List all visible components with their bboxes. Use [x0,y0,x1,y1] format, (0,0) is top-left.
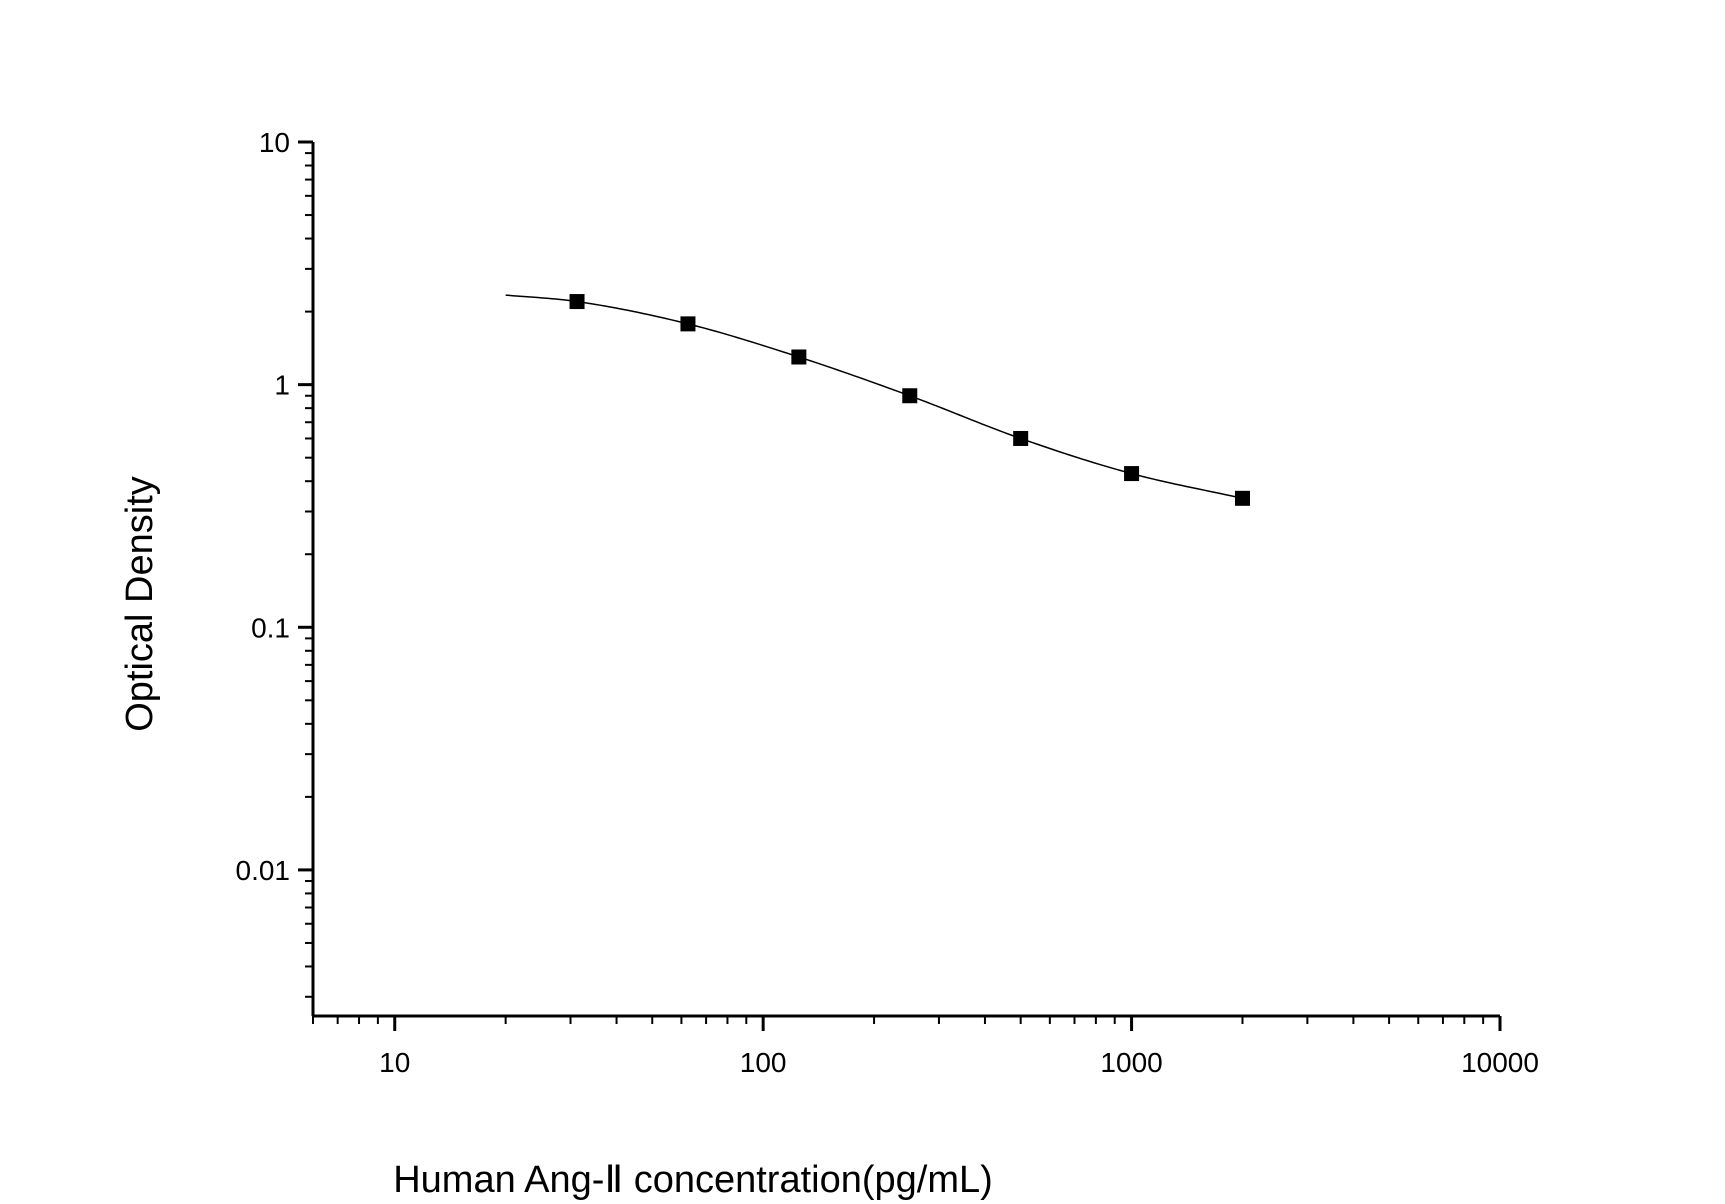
fit-curve-layer [505,294,1243,500]
data-point [902,388,918,404]
y-tick-label: 1 [274,370,290,401]
fit-curve [505,294,1243,500]
x-tick-label: 100 [740,1047,787,1078]
data-point [569,294,585,310]
y-tick-label: 0.01 [236,855,291,886]
x-tick-label: 10 [379,1047,410,1078]
data-point [1234,490,1250,506]
data-points-layer [569,294,1250,506]
data-point [791,349,807,365]
x-tick-label: 1000 [1100,1047,1162,1078]
axes: 10 100 1000 10000 10 1 0.1 0.01 [236,127,1539,1078]
y-tick-label: 10 [259,127,290,158]
data-point [680,316,696,332]
x-axis-title: Human Ang-Ⅱ concentration(pg/mL) [393,1159,993,1201]
x-tick-label: 10000 [1461,1047,1539,1078]
y-tick-label: 0.1 [251,612,290,643]
data-point [1124,466,1140,482]
data-point [1013,430,1029,446]
y-axis-title: Optical Density [119,476,161,732]
